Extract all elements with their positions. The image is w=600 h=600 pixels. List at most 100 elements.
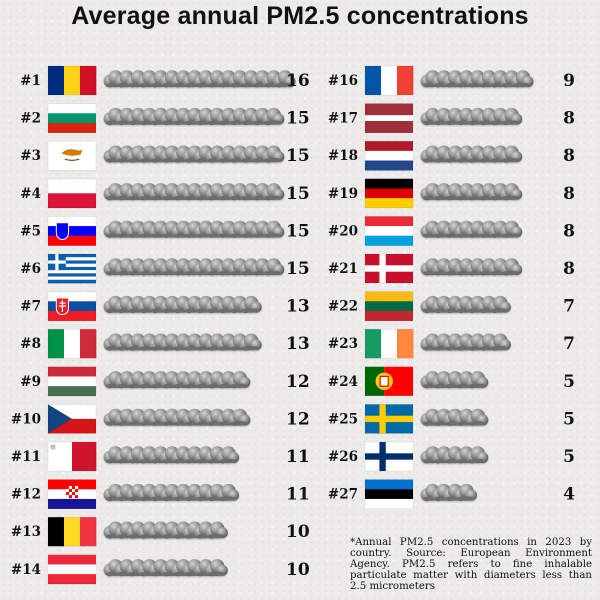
flag-lithuania-icon xyxy=(364,291,414,321)
value-label: 8 xyxy=(563,109,575,129)
flag-luxembourg-icon xyxy=(364,216,414,246)
rank-label: #16 xyxy=(328,73,358,89)
cloud-bar-austria xyxy=(103,559,228,577)
value-label: 12 xyxy=(286,409,310,429)
flag-romania-icon xyxy=(47,65,97,96)
rank-label: #18 xyxy=(328,148,358,164)
flag-slovakia-icon xyxy=(47,291,97,321)
flag-croatia-icon xyxy=(47,479,97,509)
rank-label: #24 xyxy=(328,374,358,390)
value-label: 15 xyxy=(286,184,310,204)
rank-label: #20 xyxy=(328,223,358,239)
rank-label: #25 xyxy=(328,411,358,427)
cloud-bar-france xyxy=(420,70,534,88)
rank-label: #9 xyxy=(20,374,41,390)
cloud-bar-bulgaria xyxy=(103,107,285,125)
flag-poland-icon xyxy=(47,178,97,209)
cloud-bar-croatia xyxy=(103,483,240,501)
rank-label: #3 xyxy=(20,148,41,164)
value-label: 11 xyxy=(286,485,310,505)
value-label: 5 xyxy=(563,372,575,392)
footnote: *Annual PM2.5 concentrations in 2023 by … xyxy=(350,537,592,592)
rank-label: #10 xyxy=(11,411,41,427)
flag-estonia-icon xyxy=(364,479,414,509)
flag-cyprus-icon xyxy=(47,140,97,171)
cloud-bar-lithuania xyxy=(420,295,511,313)
cloud-bar-slovenia xyxy=(103,220,285,238)
flag-sweden-icon xyxy=(364,404,414,434)
rank-label: #12 xyxy=(11,487,41,503)
rank-label: #27 xyxy=(328,487,358,503)
flag-germany-icon xyxy=(364,178,414,209)
flag-latvia-icon xyxy=(364,103,414,133)
rank-label: #2 xyxy=(20,111,41,127)
cloud-bar-cyprus xyxy=(103,145,285,163)
cloud-bar-romania xyxy=(103,70,296,88)
cloud-bar-hungary xyxy=(103,371,251,389)
value-label: 10 xyxy=(286,522,310,542)
flag-netherlands-icon xyxy=(364,140,414,171)
rank-label: #26 xyxy=(328,449,358,465)
flag-malta-icon xyxy=(47,441,97,472)
rank-label: #7 xyxy=(20,299,41,315)
rank-label: #21 xyxy=(328,261,358,277)
cloud-bar-italy xyxy=(103,333,262,351)
rank-label: #6 xyxy=(20,261,41,277)
value-label: 7 xyxy=(563,297,575,317)
flag-portugal-icon xyxy=(364,366,414,397)
value-label: 13 xyxy=(286,334,310,354)
value-label: 15 xyxy=(286,146,310,166)
rank-label: #4 xyxy=(20,186,41,202)
rank-label: #5 xyxy=(20,223,41,239)
rank-label: #17 xyxy=(328,111,358,127)
flag-hungary-icon xyxy=(47,366,97,397)
value-label: 5 xyxy=(563,409,575,429)
flag-slovenia-icon xyxy=(47,216,97,246)
cloud-bar-luxembourg xyxy=(420,220,523,238)
value-label: 7 xyxy=(563,334,575,354)
cloud-bar-latvia xyxy=(420,107,523,125)
cloud-bar-denmark xyxy=(420,258,523,276)
value-label: 9 xyxy=(563,71,575,91)
chart-title: Average annual PM2.5 concentrations xyxy=(71,2,529,30)
rank-label: #19 xyxy=(328,186,358,202)
value-label: 15 xyxy=(286,221,310,241)
flag-ireland-icon xyxy=(364,328,414,359)
value-label: 13 xyxy=(286,297,310,317)
value-label: 5 xyxy=(563,447,575,467)
value-label: 10 xyxy=(286,560,310,580)
cloud-bar-estonia xyxy=(420,483,477,501)
value-label: 12 xyxy=(286,372,310,392)
cloud-bar-portugal xyxy=(420,371,489,389)
flag-belgium-icon xyxy=(47,516,97,547)
cloud-bar-finland xyxy=(420,446,489,464)
cloud-bar-slovakia xyxy=(103,295,262,313)
rank-label: #14 xyxy=(11,562,41,578)
rank-label: #8 xyxy=(20,336,41,352)
flag-france-icon xyxy=(364,65,414,96)
cloud-bar-germany xyxy=(420,183,523,201)
rank-label: #1 xyxy=(20,73,41,89)
value-label: 4 xyxy=(563,485,575,505)
flag-austria-icon xyxy=(47,554,97,585)
value-label: 8 xyxy=(563,259,575,279)
cloud-bar-czechia xyxy=(103,408,251,426)
flag-italy-icon xyxy=(47,328,97,359)
value-label: 15 xyxy=(286,109,310,129)
rank-label: #23 xyxy=(328,336,358,352)
cloud-bar-belgium xyxy=(103,521,228,539)
rank-label: #13 xyxy=(11,524,41,540)
cloud-bar-malta xyxy=(103,446,240,464)
flag-czechia-icon xyxy=(47,404,97,434)
flag-finland-icon xyxy=(364,441,414,472)
cloud-bar-ireland xyxy=(420,333,511,351)
flag-denmark-icon xyxy=(364,253,414,284)
value-label: 8 xyxy=(563,221,575,241)
cloud-bar-netherlands xyxy=(420,145,523,163)
flag-greece-icon xyxy=(47,253,97,284)
value-label: 8 xyxy=(563,146,575,166)
flag-bulgaria-icon xyxy=(47,103,97,133)
value-label: 11 xyxy=(286,447,310,467)
cloud-bar-poland xyxy=(103,183,285,201)
